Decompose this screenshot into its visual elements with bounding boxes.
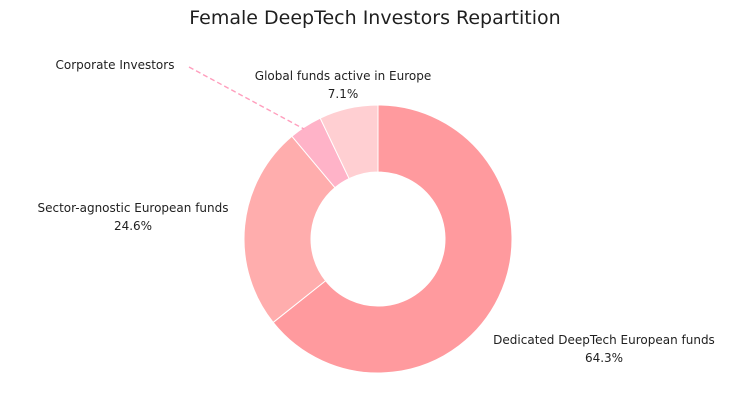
slice-sector-agnostic xyxy=(243,135,336,324)
value-global: 7.1% xyxy=(328,87,359,101)
slice-global xyxy=(319,104,379,180)
corporate-leader-line xyxy=(188,66,305,130)
slice-dedicated xyxy=(272,104,513,374)
label-corporate: Corporate Investors xyxy=(56,58,175,72)
label-sector-agnostic: Sector-agnostic European funds xyxy=(37,201,228,215)
slices-group xyxy=(243,104,513,374)
value-dedicated: 64.3% xyxy=(585,351,623,365)
chart-title: Female DeepTech Investors Repartition xyxy=(189,7,560,29)
value-sector-agnostic: 24.6% xyxy=(114,219,152,233)
label-dedicated: Dedicated DeepTech European funds xyxy=(493,333,715,347)
label-global: Global funds active in Europe xyxy=(255,69,431,83)
